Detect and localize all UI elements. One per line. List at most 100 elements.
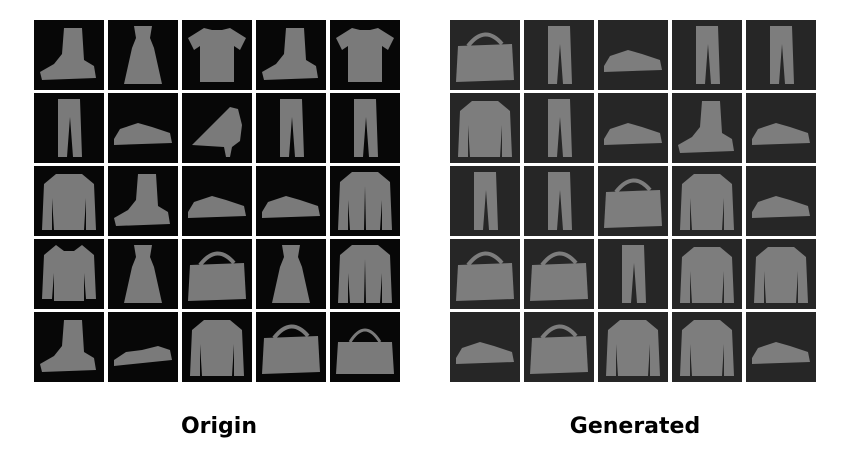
image-tile-pullover [672, 166, 742, 236]
dress-icon [124, 245, 162, 303]
image-tile-sneaker [598, 20, 668, 90]
sneaker-icon [752, 123, 810, 145]
origin-caption: Origin [180, 414, 258, 439]
dress-icon [272, 245, 310, 303]
ankle-boot-icon [40, 320, 96, 372]
image-tile-bag [524, 312, 594, 382]
sneaker-icon [752, 196, 810, 218]
image-tile-ankle-boot [34, 312, 104, 382]
image-tile-pullover [672, 312, 742, 382]
ankle-boot-icon [678, 101, 734, 153]
image-tile-handbag [330, 312, 400, 382]
image-tile-trouser [34, 93, 104, 163]
bag-icon [188, 251, 246, 301]
image-tile-trouser [672, 20, 742, 90]
bag-icon [456, 32, 514, 82]
image-tile-trouser [450, 166, 520, 236]
trouser-icon [548, 172, 572, 230]
sneaker-icon [114, 123, 172, 145]
image-tile-heel-shoe [182, 93, 252, 163]
generated-caption: Generated [569, 414, 701, 439]
trouser-icon [354, 99, 378, 157]
image-tile-trouser [524, 166, 594, 236]
image-tile-sandal [108, 312, 178, 382]
image-tile-bag [450, 239, 520, 309]
sneaker-icon [604, 123, 662, 145]
trouser-icon [280, 99, 304, 157]
bag-icon [530, 251, 588, 301]
pullover-icon [606, 320, 660, 376]
image-tile-bag [450, 20, 520, 90]
pullover-icon [754, 247, 808, 303]
image-tile-dress [108, 20, 178, 90]
handbag-icon [336, 328, 394, 374]
sneaker-icon [752, 342, 810, 364]
image-tile-sneaker [746, 166, 816, 236]
sneaker-icon [188, 196, 246, 218]
image-tile-sneaker [450, 312, 520, 382]
image-tile-pullover [34, 166, 104, 236]
image-tile-sneaker [746, 312, 816, 382]
t-shirt-icon [336, 28, 394, 82]
trouser-icon [548, 99, 572, 157]
bag-icon [530, 324, 588, 374]
image-tile-shirt [34, 239, 104, 309]
image-tile-pullover [746, 239, 816, 309]
image-tile-bag [598, 166, 668, 236]
pullover-icon [680, 174, 734, 230]
image-tile-bag [256, 312, 326, 382]
trouser-icon [622, 245, 646, 303]
image-tile-pullover [672, 239, 742, 309]
t-shirt-icon [188, 28, 246, 82]
sandal-icon [114, 346, 172, 366]
image-tile-trouser [524, 20, 594, 90]
shirt-icon [42, 245, 96, 301]
image-tile-sneaker [598, 93, 668, 163]
image-tile-trouser [330, 93, 400, 163]
pullover-icon [42, 174, 96, 230]
trouser-icon [770, 26, 794, 84]
bag-icon [456, 251, 514, 301]
pullover-icon [190, 320, 244, 376]
ankle-boot-icon [40, 28, 96, 80]
image-tile-bag [524, 239, 594, 309]
image-tile-trouser [746, 20, 816, 90]
image-tile-bag [182, 239, 252, 309]
image-tile-sneaker [256, 166, 326, 236]
image-tile-trouser [598, 239, 668, 309]
image-tile-dress [108, 239, 178, 309]
image-tile-pullover [450, 93, 520, 163]
pullover-icon [458, 101, 512, 157]
coat-icon [338, 172, 392, 230]
origin-image-grid [34, 20, 400, 382]
bag-icon [604, 178, 662, 228]
sneaker-icon [456, 342, 514, 364]
ankle-boot-icon [114, 174, 170, 226]
heel-shoe-icon [192, 107, 242, 157]
image-tile-sneaker [182, 166, 252, 236]
pullover-icon [680, 247, 734, 303]
image-tile-coat [330, 166, 400, 236]
trouser-icon [474, 172, 498, 230]
bag-icon [262, 324, 320, 374]
image-tile-dress [256, 239, 326, 309]
image-tile-ankle-boot [108, 166, 178, 236]
image-tile-pullover [182, 312, 252, 382]
pullover-icon [680, 320, 734, 376]
trouser-icon [696, 26, 720, 84]
image-tile-coat [330, 239, 400, 309]
image-tile-trouser [256, 93, 326, 163]
image-tile-ankle-boot [256, 20, 326, 90]
trouser-icon [58, 99, 82, 157]
image-tile-ankle-boot [34, 20, 104, 90]
image-tile-ankle-boot [672, 93, 742, 163]
image-tile-trouser [524, 93, 594, 163]
image-tile-t-shirt [182, 20, 252, 90]
image-tile-sneaker [108, 93, 178, 163]
image-tile-sneaker [746, 93, 816, 163]
ankle-boot-icon [262, 28, 318, 80]
sneaker-icon [262, 196, 320, 218]
dress-icon [124, 26, 162, 84]
image-tile-t-shirt [330, 20, 400, 90]
generated-image-grid [450, 20, 816, 382]
